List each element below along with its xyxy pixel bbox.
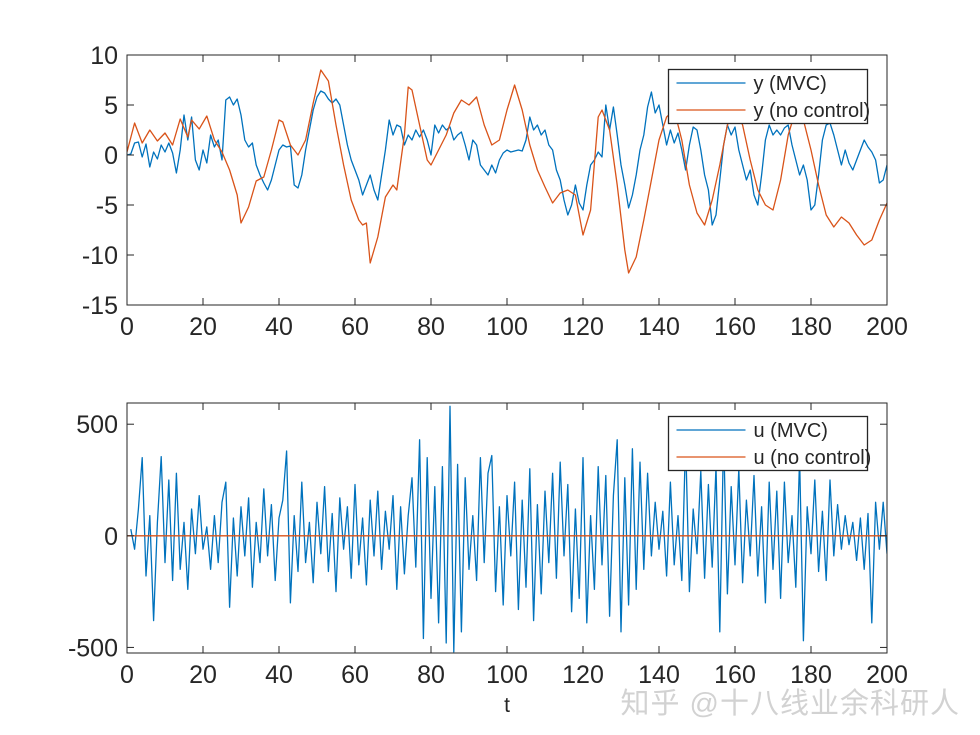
x-tick-label: 160 — [714, 661, 756, 689]
x-tick-label: 100 — [486, 661, 528, 689]
tick-marks — [126, 54, 888, 306]
series-y-mvc — [127, 90, 887, 226]
x-tick-label: 60 — [341, 661, 369, 689]
x-axis-label: t — [504, 694, 510, 717]
y-tick-label: 0 — [104, 142, 118, 170]
legend-label: u (no control) — [754, 447, 872, 469]
x-tick-label: 180 — [790, 313, 832, 341]
x-tick-label: 120 — [562, 313, 604, 341]
x-tick-label: 20 — [189, 313, 217, 341]
x-tick-label: 80 — [417, 661, 445, 689]
x-tick-label: 140 — [638, 313, 680, 341]
x-tick-label: 160 — [714, 313, 756, 341]
y-tick-label: 10 — [90, 42, 118, 70]
x-tick-label: 200 — [866, 313, 908, 341]
x-tick-label: 80 — [417, 313, 445, 341]
plot-area — [127, 405, 887, 653]
x-tick-label: 120 — [562, 661, 604, 689]
x-tick-label: 60 — [341, 313, 369, 341]
legend-box — [667, 68, 869, 125]
y-tick-label: 500 — [76, 411, 118, 439]
x-tick-label: 200 — [866, 661, 908, 689]
y-tick-label: -5 — [96, 192, 118, 220]
x-tick-label: 20 — [189, 661, 217, 689]
y-tick-label: 5 — [104, 92, 118, 120]
x-tick-label: 140 — [638, 661, 680, 689]
series-y-no-control — [127, 69, 887, 274]
tick-marks — [126, 403, 888, 653]
legend: u (MVC) u (no control) — [667, 415, 872, 472]
legend: y (MVC) y (no control) — [667, 68, 871, 125]
x-tick-label: 180 — [790, 661, 832, 689]
x-tick-label: 0 — [120, 661, 134, 689]
x-tick-label: 0 — [120, 313, 134, 341]
subplot-y: 0 20 40 60 80 100 120 140 160 180 200 -15 -10 -5 0 5 10 y… — [82, 42, 908, 341]
plot-area — [127, 69, 887, 274]
x-tick-label: 40 — [265, 661, 293, 689]
y-tick-label: 0 — [104, 523, 118, 551]
x-tick-label: 100 — [486, 313, 528, 341]
legend-label: y (MVC) — [754, 73, 827, 95]
x-tick-label: 40 — [265, 313, 293, 341]
legend-label: y (no control) — [754, 100, 871, 122]
y-tick-label: -500 — [68, 634, 118, 662]
y-tick-label: -15 — [82, 292, 118, 320]
legend-label: u (MVC) — [754, 420, 828, 442]
legend-box — [667, 415, 869, 472]
tick-labels: 0 20 40 60 80 100 120 140 160 180 200 -15 -10 -5 0 5 10 — [82, 42, 908, 341]
series-u-mvc — [130, 405, 887, 653]
y-tick-label: -10 — [82, 242, 118, 270]
